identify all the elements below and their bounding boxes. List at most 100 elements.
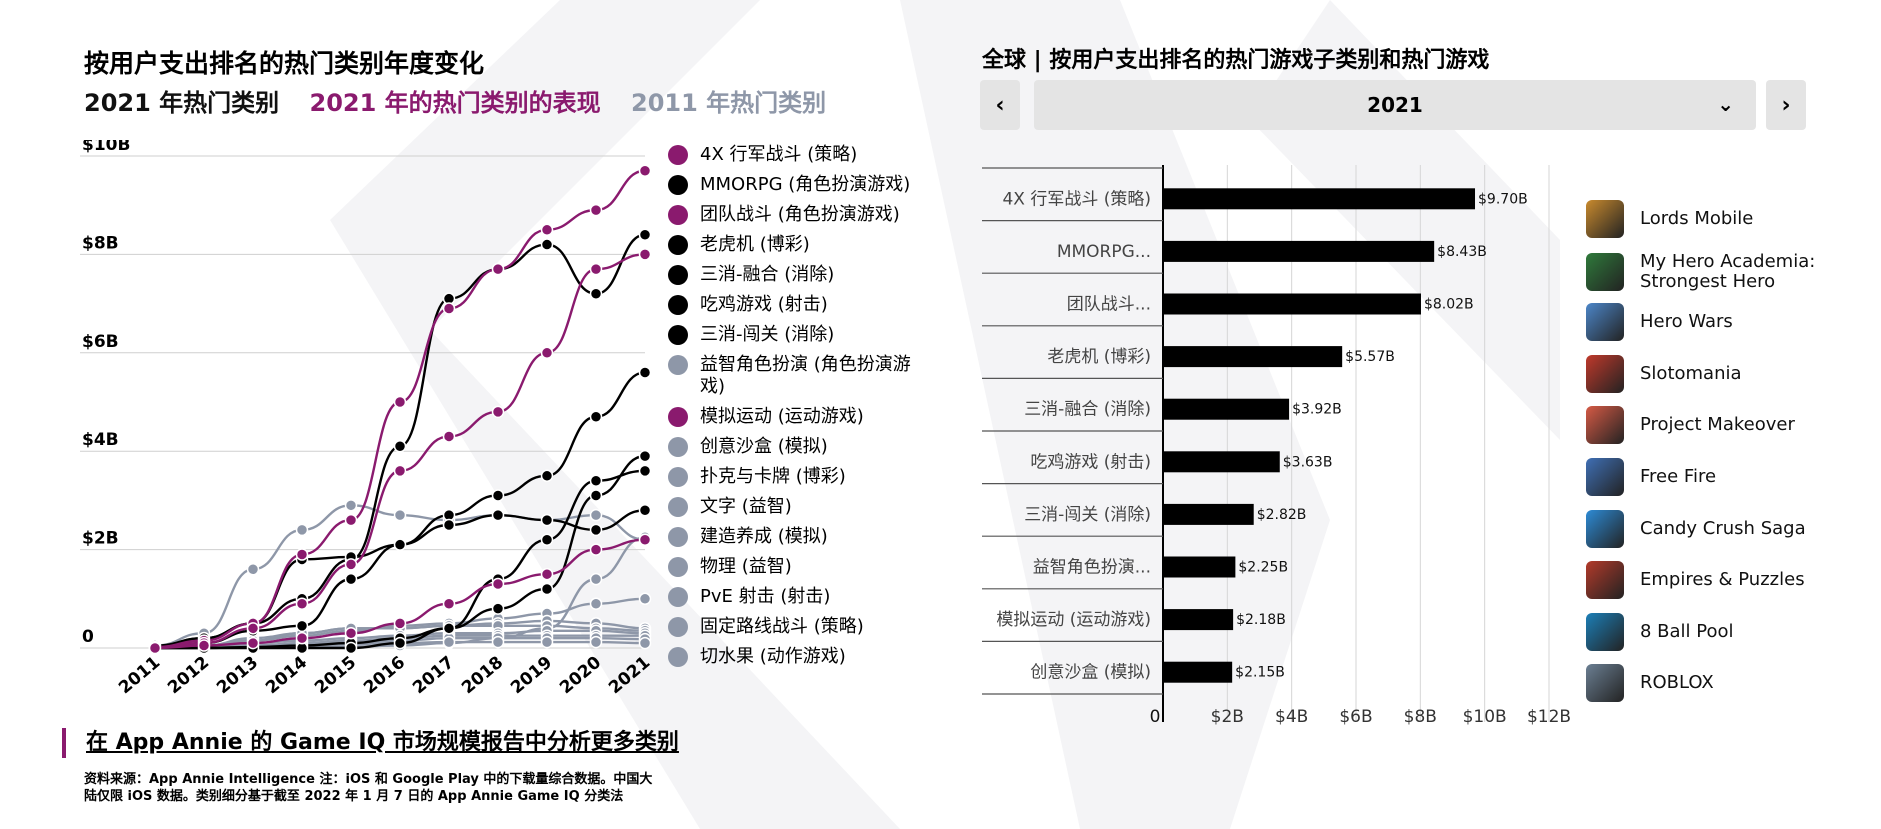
legend-swatch (668, 175, 688, 195)
bar[interactable] (1163, 240, 1435, 262)
bar-value-label: $2.15B (1235, 665, 1285, 681)
top-game-item[interactable]: Hero Wars (1586, 303, 1846, 342)
bar[interactable] (1163, 188, 1476, 210)
data-point (589, 474, 603, 487)
data-point (491, 635, 505, 649)
legend-item[interactable]: PvE 射击 (射击) (668, 586, 918, 608)
x-tick-label: $2B (1211, 707, 1244, 727)
legend-item[interactable]: 创意沙盒 (模拟) (668, 436, 918, 458)
subcategory-spend-bar-chart: 0 $2B $4B $6B $8B $10B $12B 4X 行军战斗 (策略) $9.70B M… (982, 165, 1570, 727)
bar[interactable] (1163, 556, 1236, 578)
legend-item[interactable]: 三消-闯关 (消除) (668, 324, 918, 346)
legend-swatch (668, 437, 688, 457)
x-tick-label: 2011 (115, 653, 164, 699)
game-name: Project Makeover (1640, 414, 1795, 436)
category-label: 团队战斗... (1067, 295, 1151, 315)
data-point (638, 228, 652, 241)
legend-item[interactable]: 切水果 (动作游戏) (668, 646, 918, 668)
top-game-item[interactable]: Project Makeover (1586, 406, 1846, 445)
game-iq-report-link[interactable]: 在 App Annie 的 Game IQ 市场规模报告中分析更多类别 (62, 728, 679, 758)
x-tick-label: 2016 (360, 653, 409, 699)
legend-item[interactable]: 三消-融合 (消除) (668, 264, 918, 286)
data-point (344, 499, 358, 512)
bar[interactable] (1163, 293, 1421, 315)
source-note: 资料来源：App Annie Intelligence 注：iOS 和 Goog… (84, 772, 653, 804)
data-point (393, 617, 407, 630)
data-point (589, 203, 603, 217)
data-point (393, 636, 407, 650)
bar[interactable] (1163, 451, 1280, 473)
legend-item[interactable]: 4X 行军战斗 (策略) (668, 144, 918, 166)
legend-item[interactable]: 文字 (益智) (668, 496, 918, 518)
game-icon (1586, 509, 1624, 548)
data-point (589, 287, 603, 301)
top-game-item[interactable]: Slotomania (1586, 354, 1846, 393)
legend-item[interactable]: 建造养成 (模拟) (668, 526, 918, 548)
legend-item[interactable]: 老虎机 (博彩) (668, 234, 918, 256)
x-tick-label: 2021 (605, 653, 654, 699)
legend-item[interactable]: 扑克与卡牌 (博彩) (668, 466, 918, 488)
bar[interactable] (1163, 503, 1254, 525)
data-point (442, 622, 456, 635)
top-game-item[interactable]: 8 Ball Pool (1586, 612, 1846, 651)
bar-value-label: $3.92B (1292, 402, 1342, 418)
legend-label: 扑克与卡牌 (博彩) (700, 466, 846, 487)
data-point (197, 639, 211, 652)
data-point (638, 636, 652, 650)
game-name: Free Fire (1640, 466, 1717, 487)
legend-swatch (668, 295, 688, 315)
legend-swatch (668, 235, 688, 255)
top-game-item[interactable]: My Hero Academia: Strongest Hero (1586, 251, 1846, 292)
game-icon (1586, 354, 1624, 393)
legend-item[interactable]: 固定路线战斗 (策略) (668, 616, 918, 638)
bar[interactable] (1163, 661, 1233, 683)
top-game-item[interactable]: Free Fire (1586, 458, 1846, 496)
previous-year-button[interactable]: ‹ (980, 80, 1020, 130)
legend-item[interactable]: 团队战斗 (角色扮演游戏) (668, 204, 918, 226)
legend-swatch (668, 617, 688, 637)
data-point (295, 619, 309, 633)
bar[interactable] (1163, 346, 1343, 368)
game-icon (1586, 664, 1624, 703)
legend-swatch (668, 325, 688, 345)
legend-label: MMORPG (角色扮演游戏) (700, 174, 911, 195)
legend-swatch (668, 205, 688, 225)
top-game-item[interactable]: Candy Crush Saga (1586, 509, 1846, 548)
bar[interactable] (1163, 398, 1290, 420)
tab-2011-top-categories[interactable]: 2011 年热门类别 (631, 89, 827, 117)
top-game-item[interactable]: ROBLOX (1586, 664, 1846, 703)
tab-2021-top-categories[interactable]: 2021 年热门类别 (84, 89, 280, 117)
legend-item[interactable]: 模拟运动 (运动游戏) (668, 406, 918, 428)
data-point (540, 513, 554, 527)
legend-swatch (668, 265, 688, 285)
legend-swatch (668, 527, 688, 547)
category-label: 吃鸡游戏 (射击) (1030, 452, 1151, 472)
legend-label: PvE 射击 (射击) (700, 586, 831, 607)
data-point (589, 597, 603, 610)
line-chart-legend: 4X 行军战斗 (策略) MMORPG (角色扮演游戏) 团队战斗 (角色扮演游戏)… (668, 144, 918, 676)
top-game-item[interactable]: Lords Mobile (1586, 200, 1846, 238)
top-game-item[interactable]: Empires & Puzzles (1586, 561, 1846, 600)
legend-item[interactable]: MMORPG (角色扮演游戏) (668, 174, 918, 196)
x-tick-label: 2015 (311, 653, 360, 699)
data-point (491, 262, 505, 276)
data-point (295, 548, 309, 561)
tab-2021-top-performance[interactable]: 2021 年的热门类别的表现 (309, 89, 601, 117)
data-point (589, 508, 603, 522)
data-point (638, 464, 652, 478)
legend-label: 文字 (益智) (700, 496, 792, 517)
legend-item[interactable]: 吃鸡游戏 (射击) (668, 294, 918, 316)
legend-item[interactable]: 益智角色扮演 (角色扮演游戏) (668, 354, 918, 398)
y-tick-label: $6B (82, 332, 119, 352)
year-dropdown[interactable]: 2021 ⌄ (1034, 80, 1756, 130)
data-point (295, 523, 309, 537)
bar[interactable] (1163, 609, 1234, 631)
data-point (344, 558, 358, 571)
game-name: Lords Mobile (1640, 208, 1754, 229)
next-year-button[interactable]: › (1766, 80, 1806, 130)
data-point (246, 636, 260, 650)
legend-item[interactable]: 物理 (益智) (668, 556, 918, 578)
left-chart-tabs: 2021 年热门类别 2021 年的热门类别的表现 2011 年热门类别 (84, 83, 848, 118)
legend-label: 建造养成 (模拟) (700, 526, 828, 547)
